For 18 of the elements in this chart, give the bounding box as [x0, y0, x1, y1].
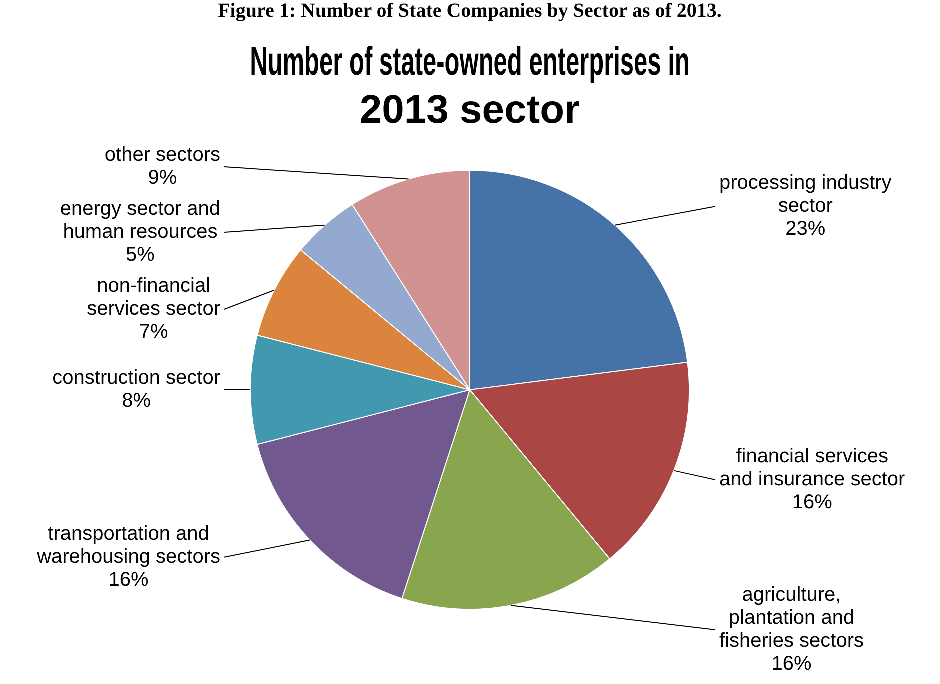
data-label: 8%: [122, 390, 152, 412]
slice-label: other sectors: [104, 144, 221, 166]
caption: Figure 1: Number of State Companies by Sector as of 2013.: [217, 0, 723, 24]
chart-title: Number of state-owned enterprises in 2013 sector: [250, 40, 690, 132]
slice-label: transportation and warehousing sectors: [36, 522, 221, 568]
slice-label: energy sector and human resources: [60, 198, 221, 244]
slice-label: non-financial services sector: [87, 275, 221, 320]
data-label: 16%: [792, 492, 833, 514]
slice-label: agriculture, plantation and fisheries sectors: [720, 584, 864, 652]
data-label: 7%: [139, 321, 168, 344]
data-label: 9%: [148, 167, 178, 190]
data-label: 16%: [108, 568, 150, 591]
data-label: 5%: [126, 244, 156, 266]
slice-label: processing industry sector: [720, 172, 892, 218]
slice-label: construction sector: [52, 367, 221, 390]
slice-label: financial services and insurance sector: [720, 446, 906, 491]
data-label: 23%: [786, 218, 826, 240]
data-label: 16%: [772, 653, 812, 676]
